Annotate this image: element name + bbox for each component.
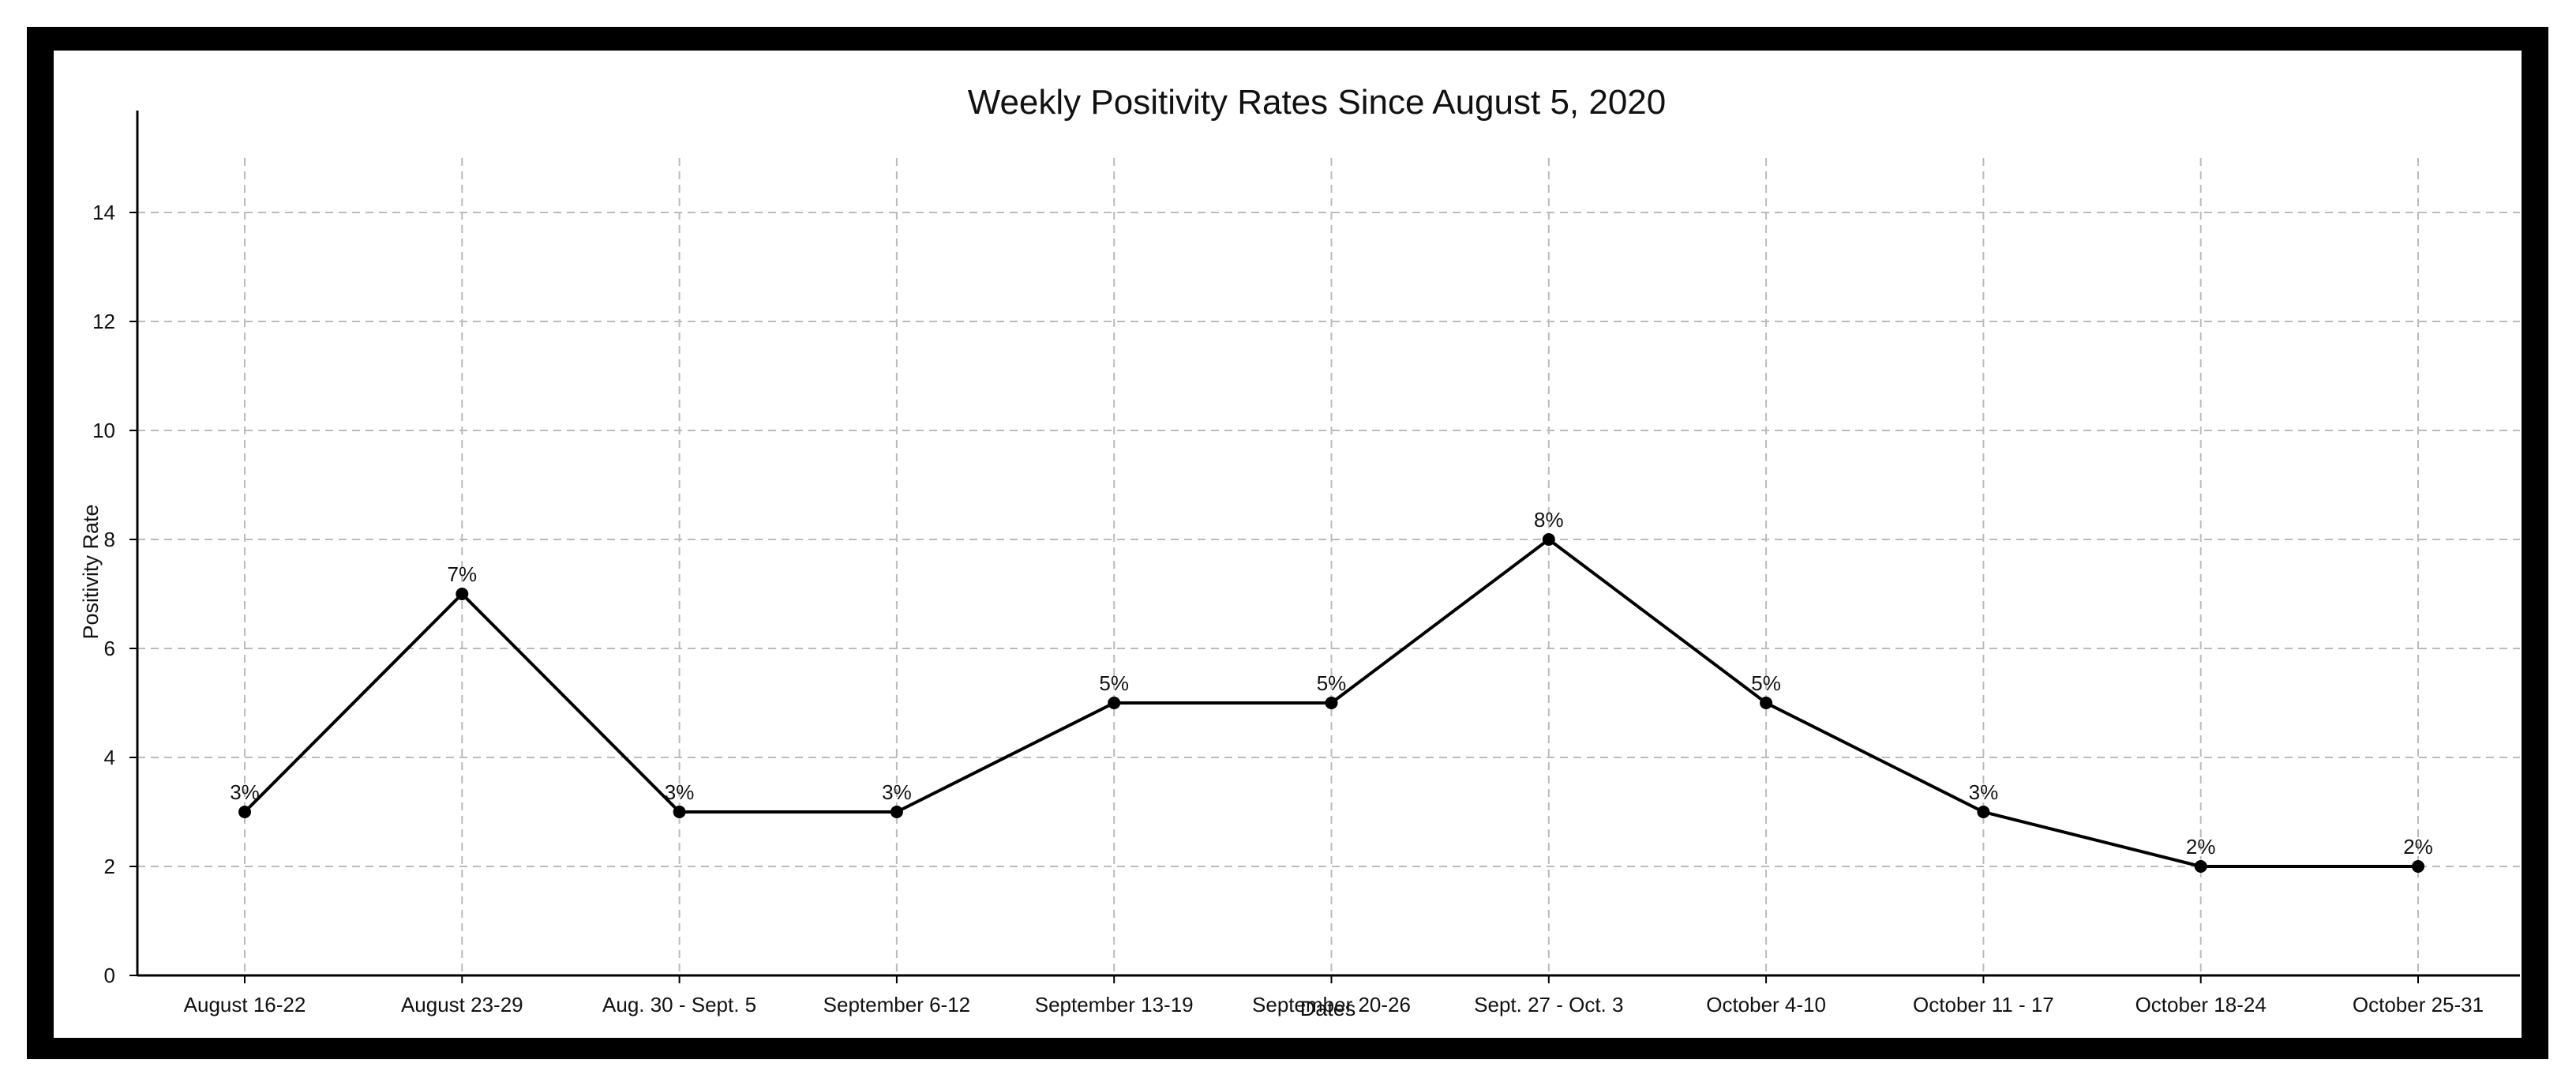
x-tick-label-3: September 6-12: [823, 993, 970, 1016]
y-tick-label-8: 8: [104, 528, 115, 551]
x-tick-label-9: October 18-24: [2135, 993, 2267, 1016]
data-point-0: [238, 806, 251, 818]
axes: [129, 111, 2520, 983]
data-point-10: [2412, 860, 2424, 873]
y-tick-label-14: 14: [92, 201, 115, 224]
chart-canvas: Weekly Positivity Rates Since August 5, …: [54, 51, 2522, 1038]
data-point-1: [456, 588, 469, 600]
y-tick-label-6: 6: [104, 637, 115, 660]
data-label-10: 2%: [2403, 835, 2433, 859]
x-tick-label-5: September 20-26: [1252, 993, 1411, 1016]
y-axis-label: Positivity Rate: [79, 504, 103, 639]
x-tick-label-4: September 13-19: [1035, 993, 1194, 1016]
data-point-7: [1760, 697, 1773, 709]
x-tick-labels: August 16-22 August 23-29 Aug. 30 - Sept. …: [184, 993, 2484, 1016]
chart-title: Weekly Positivity Rates Since August 5, …: [968, 83, 1667, 122]
data-point-6: [1542, 533, 1555, 546]
data-point-3: [890, 806, 903, 818]
x-tick-label-6: Sept. 27 - Oct. 3: [1474, 993, 1623, 1016]
x-tick-label-1: August 23-29: [401, 993, 523, 1016]
x-tick-label-0: August 16-22: [184, 993, 306, 1016]
y-tick-labels: 0 2 4 6 8 10 12 14: [92, 201, 115, 987]
data-label-6: 8%: [1534, 508, 1564, 532]
data-label-0: 3%: [230, 780, 260, 804]
data-point-9: [2194, 860, 2207, 873]
data-label-8: 3%: [1969, 780, 1999, 804]
y-tick-label-10: 10: [92, 419, 115, 442]
grid: [137, 158, 2520, 975]
data-label-9: 2%: [2186, 835, 2216, 859]
data-point-5: [1325, 697, 1338, 709]
data-label-2: 3%: [665, 780, 695, 804]
x-axis-label: Dates: [1300, 997, 1356, 1020]
data-labels: 3% 7% 3% 3% 5% 5% 8% 5% 3% 2% 2%: [230, 508, 2433, 859]
data-label-1: 7%: [448, 562, 478, 586]
y-tick-label-12: 12: [92, 310, 115, 333]
data-label-3: 3%: [882, 780, 912, 804]
data-point-4: [1108, 697, 1121, 709]
series-positivity: [238, 533, 2424, 873]
data-label-7: 5%: [1751, 671, 1781, 695]
y-tick-label-4: 4: [104, 746, 115, 769]
data-label-4: 5%: [1099, 671, 1129, 695]
x-tick-label-8: October 11 - 17: [1913, 993, 2054, 1016]
chart-frame: Weekly Positivity Rates Since August 5, …: [27, 27, 2548, 1059]
data-point-8: [1977, 806, 1990, 818]
x-tick-label-10: October 25-31: [2353, 993, 2484, 1016]
x-tick-label-7: October 4-10: [1706, 993, 1826, 1016]
y-tick-label-2: 2: [104, 855, 115, 878]
x-tick-label-2: Aug. 30 - Sept. 5: [602, 993, 756, 1016]
data-point-2: [673, 806, 686, 818]
y-tick-label-0: 0: [104, 964, 115, 987]
line-chart: Weekly Positivity Rates Since August 5, …: [79, 83, 2520, 1020]
data-label-5: 5%: [1317, 671, 1347, 695]
